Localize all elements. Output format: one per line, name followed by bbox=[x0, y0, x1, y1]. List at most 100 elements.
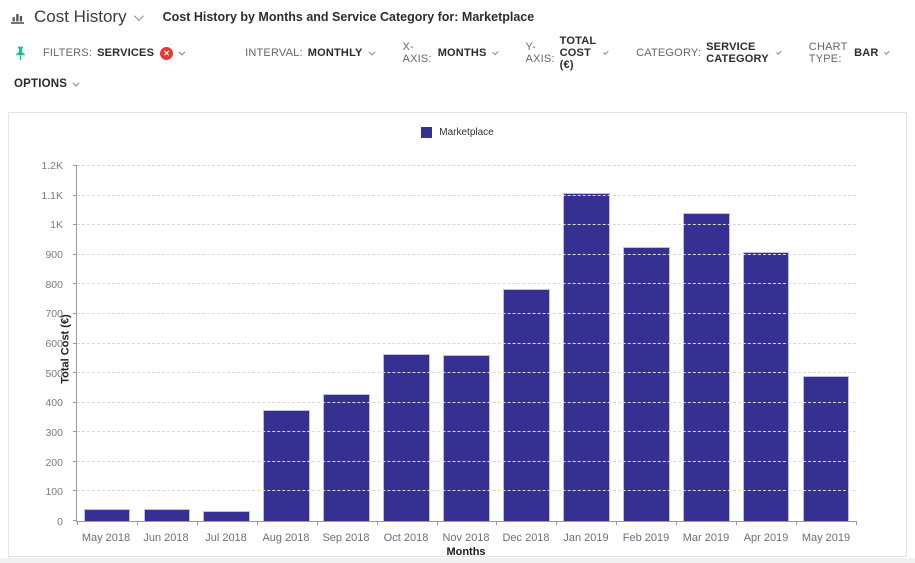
options-label: OPTIONS bbox=[14, 78, 68, 90]
chevron-down-icon bbox=[367, 48, 375, 56]
circle-x-icon[interactable]: ✕ bbox=[160, 46, 174, 60]
y-tick-mark bbox=[73, 253, 77, 255]
options-dropdown[interactable]: OPTIONS bbox=[14, 78, 81, 90]
y-axis-dropdown[interactable]: Y-AXIS: TOTAL COST (€) bbox=[526, 35, 611, 71]
bar-feb-2019[interactable] bbox=[622, 247, 670, 521]
bars-container bbox=[77, 166, 856, 521]
gridline bbox=[77, 194, 856, 196]
y-tick-label: 600 bbox=[45, 338, 63, 350]
x-tick-mark bbox=[436, 521, 438, 525]
bar-slot bbox=[77, 166, 137, 521]
y-tick-mark bbox=[73, 520, 77, 521]
gridline bbox=[77, 401, 856, 403]
bar-jul-2018[interactable] bbox=[203, 510, 251, 521]
y-tick-mark bbox=[73, 431, 77, 433]
filters-label: FILTERS: bbox=[43, 47, 93, 59]
bar-slot bbox=[317, 166, 377, 521]
gridline bbox=[77, 312, 856, 314]
bar-slot bbox=[197, 166, 257, 521]
bar-dec-2018[interactable] bbox=[503, 288, 550, 521]
bar-slot bbox=[556, 166, 616, 521]
bar-apr-2019[interactable] bbox=[742, 251, 790, 521]
y-tick-mark bbox=[73, 401, 77, 403]
y-tick-mark bbox=[73, 165, 77, 166]
y-tick-label: 700 bbox=[45, 308, 63, 321]
y-tick-mark bbox=[73, 372, 77, 374]
bar-may-2019[interactable] bbox=[802, 376, 850, 521]
bar-may-2018[interactable] bbox=[83, 509, 131, 521]
chart-card: Marketplace Total Cost (€) 0 100 200 300 400… bbox=[8, 112, 907, 558]
chart-type-value: BAR bbox=[854, 47, 879, 59]
category-label: CATEGORY: bbox=[636, 47, 702, 59]
bar-oct-2018[interactable] bbox=[383, 353, 430, 521]
bar-sep-2018[interactable] bbox=[323, 393, 371, 521]
y-tick-mark bbox=[73, 342, 77, 344]
bar-mar-2019[interactable] bbox=[682, 213, 730, 521]
x-tick-mark bbox=[196, 521, 198, 525]
x-axis-dropdown[interactable]: X-AXIS: MONTHS bbox=[403, 41, 500, 65]
bar-chart-icon bbox=[10, 9, 26, 25]
filters-dropdown[interactable]: FILTERS: SERVICES ✕ bbox=[43, 46, 187, 60]
y-tick-label: 200 bbox=[45, 456, 63, 469]
gridline bbox=[77, 283, 856, 285]
interval-value: MONTHLY bbox=[307, 47, 363, 59]
bar-slot bbox=[796, 166, 856, 521]
x-tick-mark bbox=[77, 521, 78, 525]
chevron-down-icon bbox=[883, 48, 890, 55]
x-tick-label: Jul 2018 bbox=[205, 532, 247, 544]
interval-dropdown[interactable]: INTERVAL: MONTHLY bbox=[245, 47, 376, 59]
gridline bbox=[77, 253, 856, 255]
x-tick-label: Dec 2018 bbox=[502, 532, 550, 544]
x-tick-label: Oct 2018 bbox=[383, 532, 429, 544]
chevron-down-icon bbox=[178, 48, 186, 56]
bar-jun-2018[interactable] bbox=[143, 509, 191, 521]
chart-legend: Marketplace bbox=[9, 127, 906, 138]
x-tick-mark bbox=[136, 521, 138, 525]
bar-slot bbox=[377, 166, 437, 521]
gridline bbox=[77, 372, 856, 374]
bar-slot bbox=[496, 166, 556, 521]
x-tick-mark bbox=[676, 521, 678, 525]
x-tick-label: Feb 2019 bbox=[622, 532, 670, 544]
bar-aug-2018[interactable] bbox=[263, 410, 311, 521]
x-tick-mark bbox=[496, 521, 498, 525]
y-tick-label: 400 bbox=[45, 397, 63, 410]
bar-nov-2018[interactable] bbox=[443, 355, 490, 521]
category-value: SERVICE CATEGORY bbox=[706, 41, 769, 65]
x-axis-value: MONTHS bbox=[437, 47, 487, 59]
x-axis-label: X-AXIS: bbox=[402, 41, 432, 65]
chevron-down-icon bbox=[72, 79, 80, 87]
gridline bbox=[77, 431, 856, 433]
interval-label: INTERVAL: bbox=[245, 47, 303, 59]
x-axis-title: Months bbox=[446, 546, 486, 558]
filters-value: SERVICES bbox=[97, 47, 155, 59]
pin-icon[interactable] bbox=[12, 43, 29, 63]
x-tick-mark bbox=[256, 521, 258, 525]
y-tick-label: 500 bbox=[45, 367, 63, 380]
x-tick-label: Jun 2018 bbox=[143, 532, 189, 544]
x-tick-mark bbox=[796, 521, 798, 525]
y-axis-value: TOTAL COST (€) bbox=[559, 35, 597, 71]
chart-type-dropdown[interactable]: CHART TYPE: BAR bbox=[809, 41, 891, 65]
bar-slot bbox=[257, 166, 317, 521]
gridline bbox=[77, 165, 856, 166]
y-tick-label: 800 bbox=[45, 278, 63, 291]
bar-slot bbox=[437, 166, 497, 521]
x-tick-label: May 2019 bbox=[801, 532, 851, 544]
plot-area bbox=[73, 165, 857, 525]
category-dropdown[interactable]: CATEGORY: SERVICE CATEGORY bbox=[636, 41, 783, 65]
gridline bbox=[77, 342, 856, 344]
x-tick-label: Sep 2018 bbox=[322, 532, 370, 544]
x-tick-label: Aug 2018 bbox=[262, 532, 310, 544]
y-tick-mark bbox=[73, 224, 77, 226]
chevron-down-icon[interactable] bbox=[133, 10, 144, 21]
bar-slot bbox=[676, 166, 736, 521]
x-tick-label: May 2018 bbox=[81, 532, 131, 544]
bar-jan-2019[interactable] bbox=[562, 192, 610, 521]
x-tick-mark bbox=[856, 521, 857, 525]
x-tick-label: Jan 2019 bbox=[563, 532, 609, 544]
y-tick-label: 1.1K bbox=[41, 189, 63, 202]
gridline bbox=[77, 224, 856, 226]
chevron-down-icon bbox=[491, 48, 499, 55]
gridline bbox=[77, 490, 856, 492]
